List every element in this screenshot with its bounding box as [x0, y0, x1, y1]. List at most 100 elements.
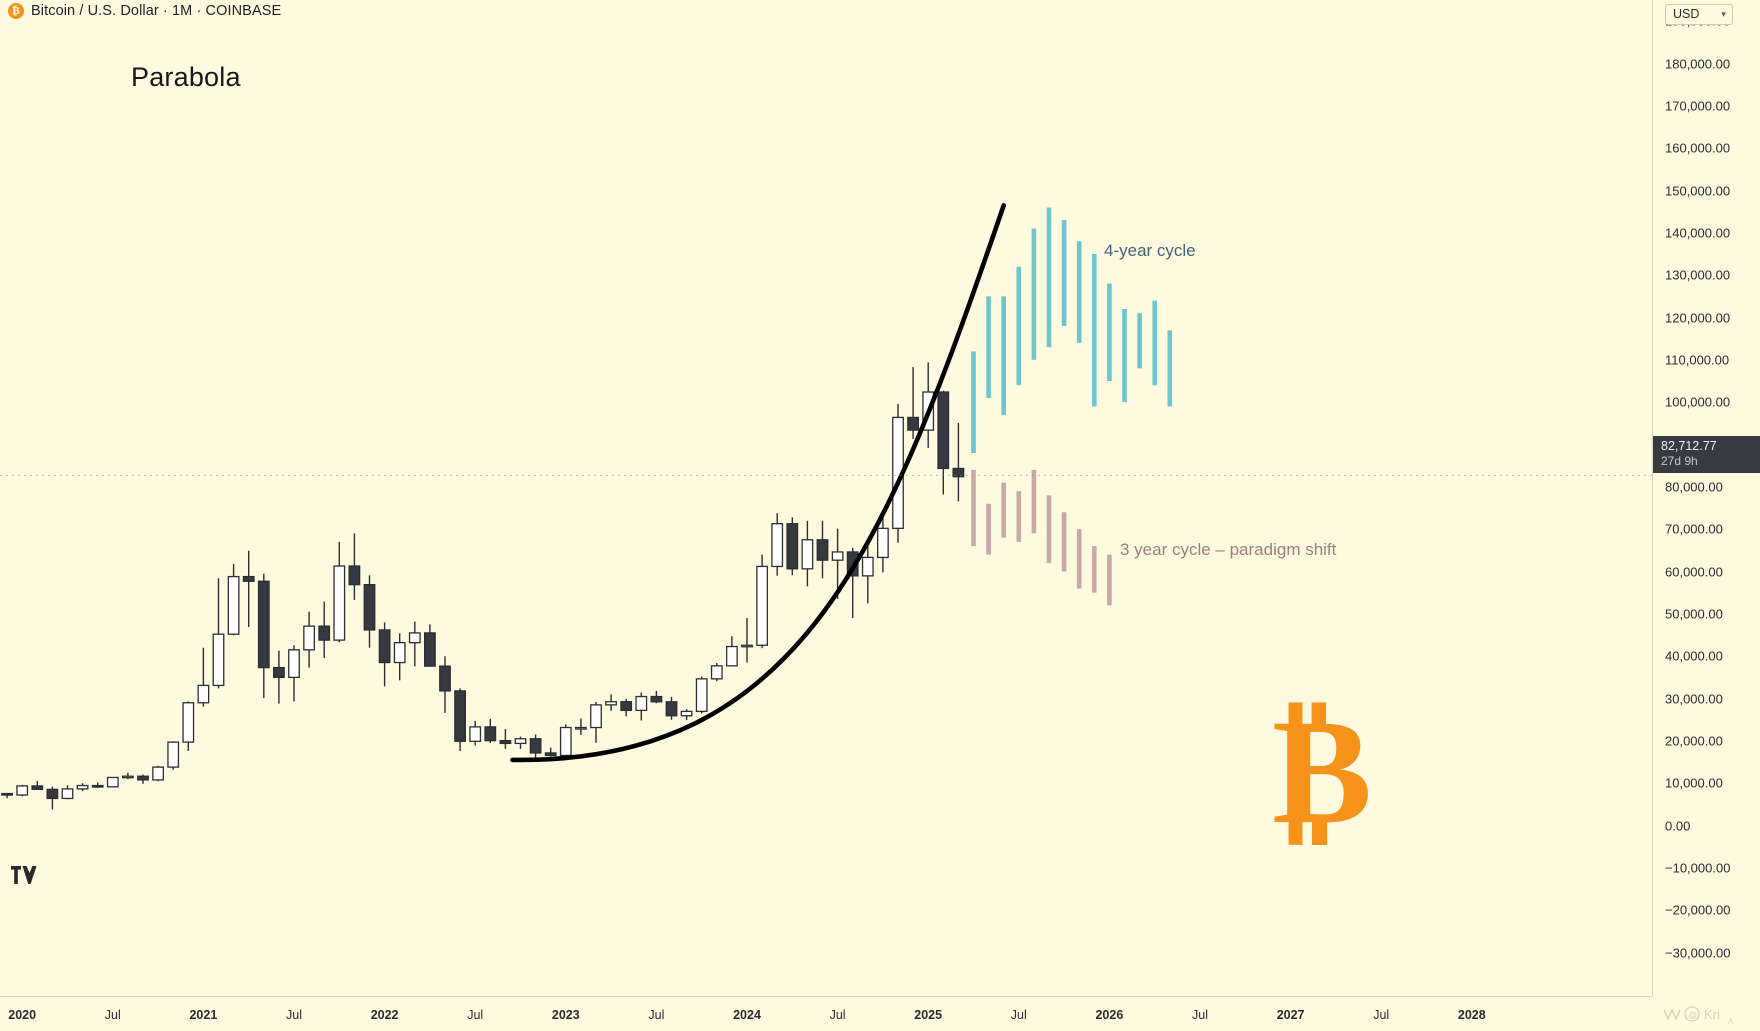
candlestick	[46, 786, 59, 810]
corner-watermark: @ Kri A	[1663, 1006, 1734, 1026]
time-tick: Jul	[648, 1008, 665, 1022]
candlestick	[212, 578, 225, 689]
candlestick	[680, 709, 693, 721]
candlestick	[439, 656, 451, 713]
candlestick	[272, 650, 285, 704]
time-tick: 2026	[1095, 1008, 1124, 1022]
currency-label: USD	[1673, 7, 1700, 21]
time-tick: Jul	[1373, 1008, 1390, 1022]
price-tick: 150,000.00	[1665, 183, 1731, 198]
chevron-down-icon: ▾	[1721, 8, 1726, 19]
time-tick: Jul	[1010, 1008, 1027, 1022]
symbol-header[interactable]: ₿ Bitcoin / U.S. Dollar · 1M · COINBASE	[8, 3, 281, 19]
time-axis[interactable]: 2020 Jul 2021 Jul 2022 Jul 2023 Jul 2024 Jul 2025 J…	[0, 996, 1652, 1031]
time-tick: 2023	[551, 1008, 580, 1022]
price-tick: −30,000.00	[1665, 945, 1731, 961]
candlestick	[333, 541, 346, 643]
candlestick	[91, 782, 104, 788]
candlestick	[575, 718, 587, 735]
candlestick	[710, 662, 723, 682]
parabola-text-annotation[interactable]: Parabola	[131, 62, 241, 92]
candlestick	[393, 633, 406, 681]
time-tick: 2027	[1276, 1008, 1305, 1022]
candlestick	[544, 747, 557, 757]
time-tick: 2020	[8, 1008, 37, 1022]
candlestick	[408, 621, 421, 667]
candlestick	[771, 513, 784, 576]
candlestick	[937, 390, 950, 495]
candlestick	[423, 624, 436, 667]
price-tick: 130,000.00	[1665, 267, 1731, 283]
parabola-curve[interactable]	[510, 203, 1006, 763]
current-price-badge[interactable]: 82,712.77 27d 9h	[1653, 436, 1760, 473]
candlestick	[861, 544, 874, 604]
candlestick	[816, 520, 829, 579]
candlestick	[61, 785, 74, 800]
candlestick	[529, 734, 542, 761]
price-tick: 10,000.00	[1665, 775, 1723, 791]
tradingview-logo[interactable]	[11, 866, 37, 884]
candlestick	[76, 783, 89, 792]
candlestick	[318, 601, 331, 658]
price-tick: 160,000.00	[1665, 140, 1731, 156]
price-tick: 80,000.00	[1665, 479, 1723, 495]
time-tick: Jul	[1192, 1008, 1208, 1022]
price-tick: −20,000.00	[1665, 902, 1731, 918]
price-tick: 30,000.00	[1665, 691, 1723, 707]
candlestick	[590, 701, 602, 743]
candlestick	[242, 550, 255, 627]
candlestick	[16, 784, 29, 797]
svg-text:Kri: Kri	[1704, 1007, 1720, 1022]
time-tick: Jul	[286, 1008, 302, 1022]
candlestick	[559, 724, 572, 757]
time-tick: 2028	[1457, 1008, 1486, 1022]
candlestick	[31, 781, 44, 790]
candlestick	[499, 729, 512, 749]
candlestick	[695, 676, 708, 714]
candlestick	[665, 696, 678, 720]
bitcoin-coin-icon: ₿	[8, 3, 24, 19]
time-tick: 2022	[370, 1008, 399, 1022]
candlestick	[741, 618, 753, 663]
price-tick: 60,000.00	[1665, 564, 1723, 580]
time-tick: 2024	[733, 1008, 761, 1022]
current-price-value: 82,712.77	[1661, 439, 1717, 453]
candlestick-canvas	[0, 203, 1652, 810]
symbol-title: Bitcoin / U.S. Dollar · 1M · COINBASE	[31, 3, 282, 19]
candlestick	[152, 765, 165, 782]
candlestick	[1, 792, 13, 799]
price-tick: 110,000.00	[1665, 352, 1730, 368]
time-tick: Jul	[104, 1008, 121, 1022]
candlestick	[197, 647, 210, 707]
svg-text:A: A	[1728, 1017, 1734, 1026]
candlestick	[650, 690, 663, 704]
candlestick	[288, 645, 300, 702]
price-tick: 40,000.00	[1665, 648, 1723, 664]
candlestick	[137, 774, 149, 784]
chart-plot-area[interactable]	[0, 0, 1652, 996]
candlestick	[756, 554, 768, 649]
annotation-three-year-cycle[interactable]: 3 year cycle – paradigm shift	[1120, 540, 1337, 559]
candlestick	[454, 688, 467, 752]
candlestick	[348, 533, 361, 600]
candlestick	[378, 622, 391, 687]
price-tick: 180,000.00	[1665, 56, 1731, 71]
candlestick	[605, 694, 617, 711]
price-tick: 70,000.00	[1665, 521, 1723, 537]
candlestick	[106, 776, 119, 788]
time-tick: Jul	[829, 1008, 846, 1022]
candlestick	[635, 692, 648, 721]
price-tick: 0.00	[1665, 818, 1691, 834]
price-axis[interactable]: USD ▾ 190,000.00180,000.00170,000.00160,…	[1652, 0, 1760, 996]
price-tick: 120,000.00	[1665, 310, 1731, 325]
candlestick	[303, 611, 316, 668]
annotation-four-year-cycle[interactable]: 4-year cycle	[1104, 241, 1196, 260]
time-tick: Jul	[467, 1008, 484, 1022]
candlestick	[257, 573, 270, 699]
candlestick	[227, 563, 240, 636]
price-tick: −10,000.00	[1665, 860, 1731, 876]
currency-selector[interactable]: USD ▾	[1665, 4, 1733, 25]
candlestick	[907, 367, 919, 440]
candlestick	[952, 422, 965, 502]
candlestick	[167, 741, 180, 770]
